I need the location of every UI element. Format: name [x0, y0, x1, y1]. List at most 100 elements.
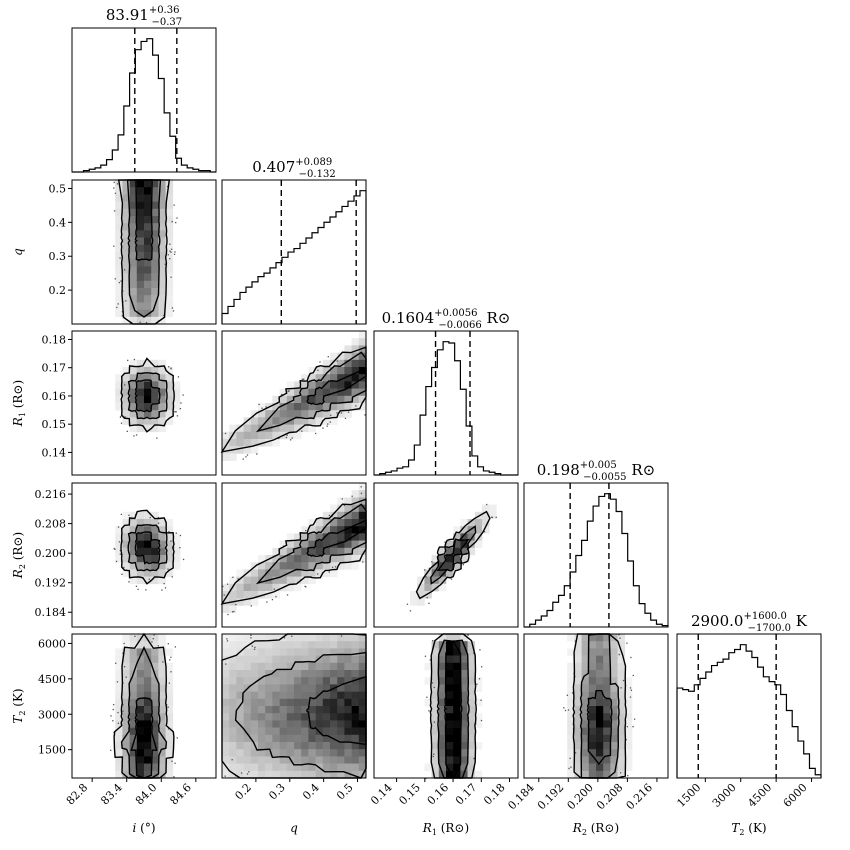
density-cell: [265, 698, 273, 707]
density-cell: [460, 720, 468, 728]
density-cell: [144, 655, 152, 664]
density-cell: [617, 662, 626, 671]
density-cell: [286, 670, 295, 678]
density-cell: [222, 742, 230, 750]
panel-1-1: 0.407+0.089 −0.132: [221, 157, 367, 325]
sample-point: [224, 775, 226, 777]
density-cell: [151, 727, 159, 736]
sample-point: [428, 602, 430, 604]
density-cell: [144, 403, 152, 411]
density-cell: [453, 698, 461, 707]
density-cell: [151, 316, 159, 325]
density-cell: [136, 677, 145, 685]
panel-frame-2-0: [71, 330, 217, 476]
density-cell: [588, 698, 597, 707]
y-tick-label: 0.4: [49, 216, 67, 229]
density-cell: [144, 677, 152, 685]
density-cell: [144, 201, 152, 210]
density-cell: [330, 670, 338, 678]
density-cell: [250, 677, 259, 685]
density-cell: [129, 691, 138, 700]
density-cell: [308, 749, 316, 757]
density-cell: [236, 742, 244, 750]
density-cell: [610, 756, 618, 764]
sample-point: [180, 402, 182, 404]
density-cell: [243, 720, 252, 728]
density-cell: [596, 734, 604, 743]
density-cell: [165, 388, 174, 397]
density-cell: [122, 677, 130, 685]
density-cell: [165, 223, 174, 231]
density-cell: [165, 562, 174, 570]
sample-point: [281, 393, 283, 396]
density-cell: [330, 706, 338, 714]
density-cell: [243, 576, 252, 585]
density-cell: [250, 713, 259, 721]
density-cell: [438, 648, 447, 656]
sample-point: [128, 581, 130, 583]
density-cell: [115, 770, 123, 779]
x-axis-label-2: R1 (R⊙): [422, 821, 469, 837]
density-cell: [151, 403, 159, 411]
sample-point: [423, 569, 426, 571]
density-cell: [351, 511, 360, 520]
sample-point: [124, 384, 126, 386]
density-cell: [286, 720, 295, 728]
density-cell: [322, 684, 331, 692]
sample-point: [566, 694, 569, 696]
density-cell: [467, 727, 476, 736]
contour-3-0-0: [120, 509, 175, 585]
density-cell: [431, 691, 440, 700]
density-cell: [129, 576, 138, 585]
density-cell: [337, 381, 345, 389]
density-cell: [165, 727, 174, 736]
density-cell: [129, 662, 138, 671]
density-cell: [308, 569, 316, 577]
sample-point: [117, 303, 119, 305]
density-cell: [446, 720, 454, 728]
density-cell: [115, 374, 123, 382]
density-cell: [258, 720, 266, 728]
sample-point: [116, 681, 119, 683]
density-cell: [129, 295, 138, 303]
y-tick-label: 0.184: [35, 606, 67, 619]
density-cell: [122, 547, 130, 556]
density-cell: [172, 540, 181, 549]
density-cell: [610, 749, 618, 757]
density-cell: [115, 698, 123, 707]
density-cell: [122, 403, 130, 411]
title-4: 2900.0+1600.0 −1700.0 K: [691, 611, 808, 634]
density-cell: [151, 367, 159, 375]
sample-point: [133, 358, 136, 361]
density-cell: [151, 763, 159, 772]
contour-2-1-1: [255, 351, 367, 433]
density-cell: [460, 691, 468, 700]
density-cell: [136, 359, 145, 368]
density-cell: [250, 431, 259, 440]
density-cell: [258, 576, 266, 585]
density-cell: [122, 540, 130, 549]
density-cell: [610, 720, 618, 728]
density-cell: [229, 756, 237, 764]
density-cell: [301, 670, 309, 678]
density-cell: [351, 395, 360, 404]
density-cell: [279, 395, 288, 404]
x-axis-label-3: R2 (R⊙): [572, 821, 619, 837]
density-cell: [122, 756, 130, 764]
density-cell: [272, 403, 280, 411]
density-cell: [308, 756, 316, 764]
density-cell: [446, 706, 454, 714]
density-cell: [243, 424, 252, 433]
density-cell: [165, 259, 174, 267]
sample-point: [115, 560, 118, 563]
density-cell: [144, 763, 152, 772]
density-cell: [337, 547, 345, 556]
density-cell: [151, 713, 159, 721]
density-cell: [294, 431, 302, 440]
density-cell: [603, 684, 611, 692]
density-cell: [588, 706, 597, 714]
density-cell: [286, 684, 295, 692]
title-2: 0.1604+0.0056 −0.0066 R⊙: [382, 308, 511, 331]
density-cell: [308, 526, 316, 534]
density-cell: [301, 734, 309, 743]
